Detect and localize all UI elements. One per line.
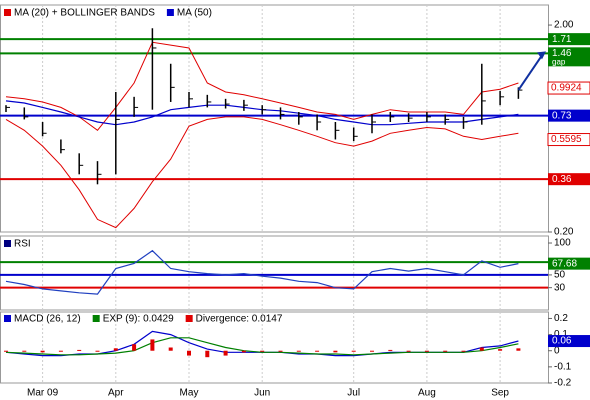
legend-swatch [4, 315, 11, 322]
y-tick-label: 50 [554, 270, 566, 281]
panel-frame [0, 235, 549, 311]
level-label: 1.46 [552, 48, 572, 59]
last-value-box [548, 257, 590, 270]
divergence-bar [77, 349, 82, 351]
x-tick-label: Jun [254, 388, 270, 399]
price-label: 0.5595 [551, 134, 582, 145]
divergence-bar [443, 350, 448, 352]
annotation: gap [552, 57, 566, 66]
y-tick-label: 0.20 [554, 227, 574, 238]
level-label-box [548, 33, 590, 46]
x-tick-label: Jul [347, 388, 360, 399]
projection-arrow-head [537, 51, 546, 60]
y-tick-label: -0.2 [554, 378, 572, 389]
legend-label: Divergence: 0.0147 [196, 314, 283, 325]
legend-label: MACD (26, 12) [14, 314, 81, 325]
price-label-box [547, 133, 590, 147]
divergence-bar [315, 350, 320, 352]
divergence-bar [241, 350, 246, 353]
divergence-bar [22, 350, 27, 352]
level-label: 1.71 [552, 34, 572, 45]
divergence-bar [351, 350, 356, 352]
divergence-bar [113, 348, 118, 351]
divergence-bar [223, 350, 228, 356]
last-value: 0.06 [552, 336, 572, 347]
projection-arrow [517, 54, 543, 91]
divergence-bar [187, 350, 191, 356]
divergence-bar [516, 348, 521, 351]
x-tick-label: Aug [418, 388, 436, 399]
legend-swatch [166, 9, 174, 16]
y-tick-label: 0.1 [554, 329, 568, 340]
panel-frame [0, 4, 549, 233]
macd-line [5, 337, 519, 356]
indicator-line [5, 41, 519, 131]
y-tick-label: 30 [554, 282, 566, 293]
divergence-bar [370, 350, 374, 352]
x-tick-label: Sep [491, 388, 509, 399]
annotation-box [548, 58, 590, 67]
last-value: 67.68 [552, 258, 577, 269]
divergence-bar [150, 339, 155, 351]
level-label: 0.36 [552, 174, 572, 185]
divergence-bar [388, 349, 393, 351]
legend-swatch [185, 315, 193, 322]
y-tick-label: 0 [554, 345, 560, 356]
legend-label: MA (20) + BOLLINGER BANDS [14, 8, 155, 19]
divergence-bar [205, 350, 210, 358]
y-tick-label: -0.1 [554, 362, 572, 373]
divergence-bar [278, 350, 283, 352]
level-label-box [548, 173, 590, 186]
legend-swatch [92, 315, 100, 322]
x-tick-label: May [180, 388, 199, 399]
divergence-bar [461, 350, 466, 352]
divergence-bar [168, 347, 173, 351]
legend-swatch [4, 240, 11, 247]
price-label: 0.9924 [551, 83, 582, 94]
divergence-bar [498, 349, 503, 351]
y-tick-label: 0.2 [554, 313, 568, 324]
divergence-bar [333, 350, 338, 353]
x-tick-label: Apr [108, 388, 124, 399]
divergence-bar [296, 350, 301, 352]
divergence-bar [40, 350, 45, 353]
divergence-bar [260, 350, 265, 352]
y-tick-label: 2.00 [554, 20, 574, 31]
level-label-box [548, 47, 590, 60]
legend-label: MA (50) [177, 8, 212, 19]
divergence-bar [479, 347, 484, 351]
divergence-bar [424, 350, 429, 352]
indicator-line [5, 116, 519, 229]
x-tick-label: Mar 09 [27, 388, 59, 399]
divergence-bar [95, 350, 100, 352]
legend-swatch [4, 9, 11, 16]
y-tick-label: 100 [554, 238, 571, 249]
panel-title: RSI [14, 239, 31, 250]
legend-label: EXP (9): 0.0429 [103, 314, 174, 325]
divergence-bar [132, 344, 137, 351]
last-value-box [548, 335, 590, 348]
divergence-bar [406, 350, 411, 352]
panel-frame [0, 311, 549, 384]
price-label-box [547, 81, 590, 95]
rsi-line [5, 249, 519, 295]
level-label: 0.73 [552, 110, 572, 121]
divergence-bar [58, 350, 63, 352]
level-label-box [548, 109, 590, 122]
divergence-bar [4, 350, 8, 352]
